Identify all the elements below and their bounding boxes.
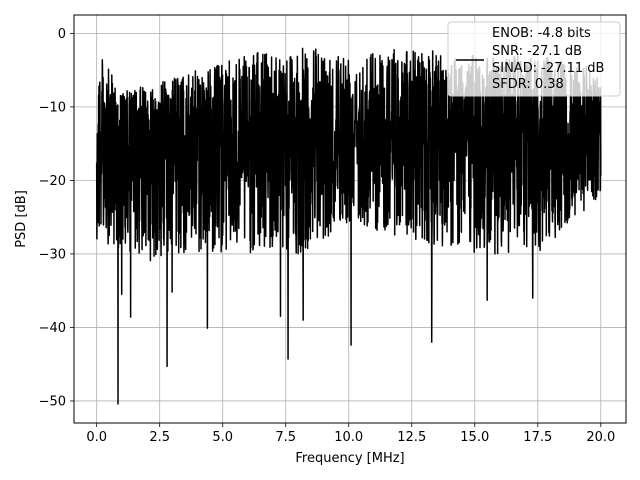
legend: ENOB: -4.8 bits SNR: -27.1 dB SINAD: -27… xyxy=(447,21,621,97)
x-tick-label: 0.0 xyxy=(86,430,107,445)
y-tick-label: −30 xyxy=(39,247,66,262)
x-tick-label: 5.0 xyxy=(212,430,233,445)
legend-box xyxy=(447,21,621,97)
legend-entry-snr: SNR: -27.1 dB xyxy=(492,44,582,59)
y-tick-label: −20 xyxy=(39,174,66,189)
x-tick-label: 20.0 xyxy=(586,430,615,445)
legend-entry-sinad: SINAD: -27.11 dB xyxy=(492,61,604,76)
x-tick-label: 12.5 xyxy=(397,430,426,445)
x-axis-title: Frequency [MHz] xyxy=(295,451,404,466)
legend-entry-enob: ENOB: -4.8 bits xyxy=(492,26,591,41)
psd-series xyxy=(95,47,602,405)
x-axis-ticks: 0.0 2.5 5.0 7.5 10.0 12.5 15.0 17.5 20.0 xyxy=(86,423,615,445)
x-tick-label: 10.0 xyxy=(334,430,363,445)
y-axis-ticks: 0 −10 −20 −30 −40 −50 xyxy=(39,27,74,409)
x-tick-label: 17.5 xyxy=(523,430,552,445)
x-tick-label: 15.0 xyxy=(460,430,489,445)
plot-frame xyxy=(73,14,627,424)
x-tick-label: 2.5 xyxy=(149,430,170,445)
x-tick-label: 7.5 xyxy=(275,430,296,445)
legend-entry-sfdr: SFDR: 0.38 xyxy=(492,77,564,92)
y-tick-label: −10 xyxy=(39,100,66,115)
y-tick-label: −50 xyxy=(39,394,66,409)
y-tick-label: −40 xyxy=(39,321,66,336)
psd-line xyxy=(95,47,602,405)
y-tick-label: 0 xyxy=(58,27,66,42)
y-axis-title: PSD [dB] xyxy=(14,190,29,248)
